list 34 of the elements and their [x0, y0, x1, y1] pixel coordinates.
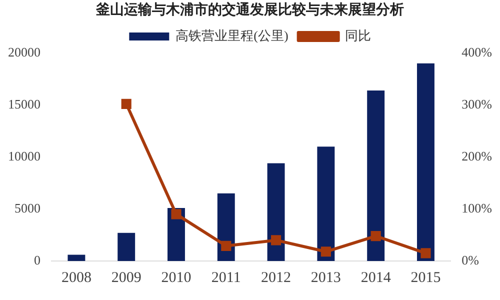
y2-tick-label: 400%	[462, 44, 492, 60]
bar	[68, 254, 86, 261]
bar	[267, 163, 285, 261]
bar	[416, 63, 434, 261]
y-tick-label: 20000	[8, 44, 40, 60]
y-tick-label: 0	[34, 252, 40, 268]
bar	[317, 146, 335, 261]
point	[271, 235, 282, 246]
bar	[118, 232, 136, 261]
y-tick-label: 15000	[8, 96, 40, 112]
x-tick-label: 2013	[310, 270, 341, 286]
x-tick-label: 2008	[61, 270, 92, 286]
y2-tick-label: 100%	[462, 200, 492, 216]
x-tick-label: 2014	[360, 270, 392, 286]
legend-label: 高铁营业里程(公里)	[176, 28, 288, 43]
legend-label: 同比	[344, 28, 371, 43]
bar	[367, 90, 385, 261]
point	[121, 98, 132, 109]
point	[370, 231, 381, 242]
point	[320, 246, 331, 257]
x-tick-label: 2011	[211, 270, 241, 286]
y-tick-label: 10000	[8, 148, 40, 164]
y2-tick-label: 300%	[462, 96, 492, 112]
y2-tick-label: 200%	[462, 148, 492, 164]
point	[171, 209, 182, 220]
chart-title: 釜山运输与木浦市的交通发展比较与未来展望分析	[95, 0, 405, 20]
point	[221, 240, 232, 251]
x-tick-label: 2009	[111, 270, 142, 286]
y2-tick-label: 0%	[462, 252, 480, 268]
y-tick-label: 5000	[14, 200, 40, 216]
point	[420, 248, 431, 258]
x-tick-label: 2010	[161, 270, 192, 286]
x-tick-label: 2012	[261, 270, 292, 286]
x-tick-label: 2015	[410, 270, 441, 286]
